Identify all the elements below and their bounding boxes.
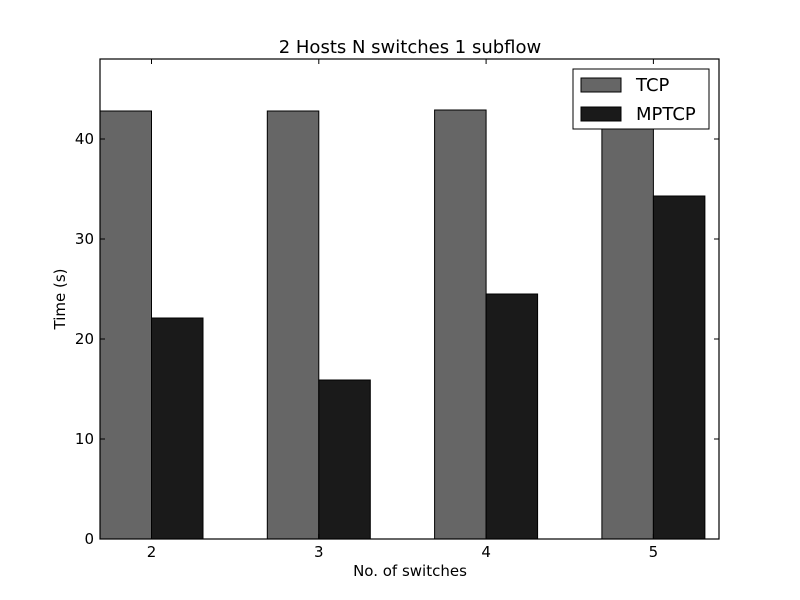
x-tick-label-5: 5 [649, 543, 659, 561]
bar-mptcp-4 [485, 293, 539, 540]
legend: TCP MPTCP [572, 68, 710, 130]
bar-mptcp-2 [151, 317, 204, 540]
bar-tcp-3 [266, 110, 320, 540]
x-tick-label-2: 2 [147, 543, 157, 561]
x-axis-label: No. of switches [353, 562, 467, 580]
plot-frame [99, 58, 720, 540]
bars-layer [99, 109, 706, 540]
bar-tcp-5 [601, 109, 654, 540]
y-tick-label-40: 40 [75, 130, 94, 148]
bar-tcp-2 [99, 110, 152, 540]
y-tick-label-30: 30 [75, 230, 94, 248]
legend-swatch-mptcp [580, 106, 622, 122]
bar-tcp-4 [434, 109, 487, 540]
axes-layer: 0 10 20 30 40 2 3 4 5 [75, 58, 720, 561]
legend-label-mptcp: MPTCP [636, 104, 696, 125]
x-tick-label-4: 4 [481, 543, 491, 561]
y-tick-label-20: 20 [75, 330, 94, 348]
x-tick-label-3: 3 [314, 543, 324, 561]
bar-mptcp-3 [318, 379, 371, 540]
y-tick-label-10: 10 [75, 430, 94, 448]
legend-swatch-tcp [580, 77, 622, 93]
y-axis-label: Time (s) [51, 269, 69, 331]
chart-title: 2 Hosts N switches 1 subflow [279, 37, 542, 58]
y-tick-label-0: 0 [84, 530, 94, 548]
bar-mptcp-5 [652, 195, 706, 540]
legend-label-tcp: TCP [635, 75, 670, 96]
